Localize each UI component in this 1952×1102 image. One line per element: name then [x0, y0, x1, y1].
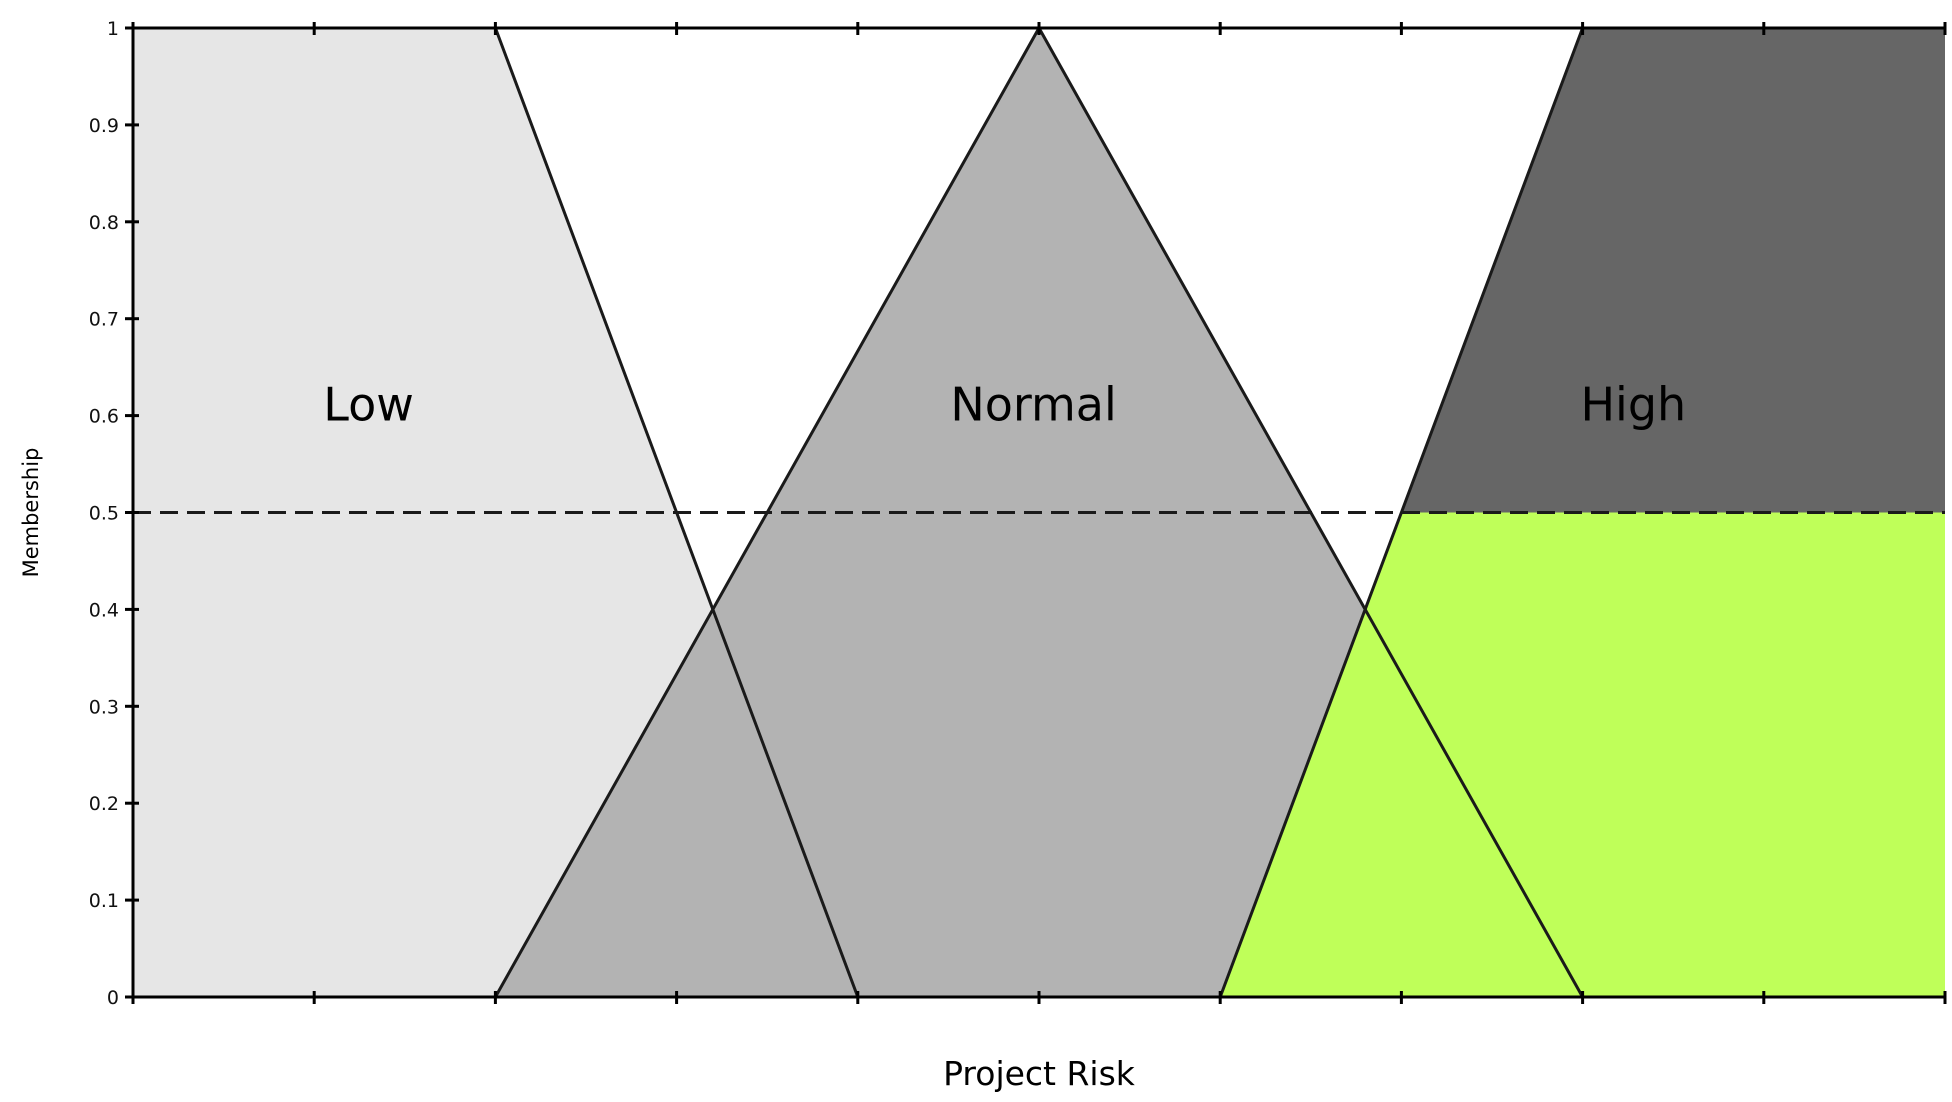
y-tick-label: 0.8: [89, 212, 119, 234]
y-tick-label: 0.9: [89, 115, 119, 137]
set-label-normal: Normal: [950, 378, 1116, 432]
set-labels: Low Normal High: [323, 378, 1686, 432]
set-label-low: Low: [323, 378, 414, 432]
y-tick-label: 0.5: [89, 503, 119, 525]
y-tick-label: 0.6: [89, 406, 119, 428]
x-axis-label: Project Risk: [943, 1054, 1136, 1093]
y-tick-label: 1: [107, 18, 119, 40]
y-tick-label: 0.4: [89, 599, 119, 621]
y-axis-label: Membership: [19, 448, 43, 578]
set-label-high: High: [1580, 378, 1686, 432]
y-tick-label: 0.1: [89, 890, 119, 912]
y-tick-label: 0: [107, 987, 119, 1009]
y-tick-label: 0.3: [89, 696, 119, 718]
y-tick-label: 0.7: [89, 309, 119, 331]
y-tick-label: 0.2: [89, 793, 119, 815]
clipped-area-high: [1220, 512, 1945, 997]
axes: 0 0.1 0.2 0.3 0.4 0.5 0.6 0.7 0.8 0.9 1: [89, 18, 1947, 1009]
